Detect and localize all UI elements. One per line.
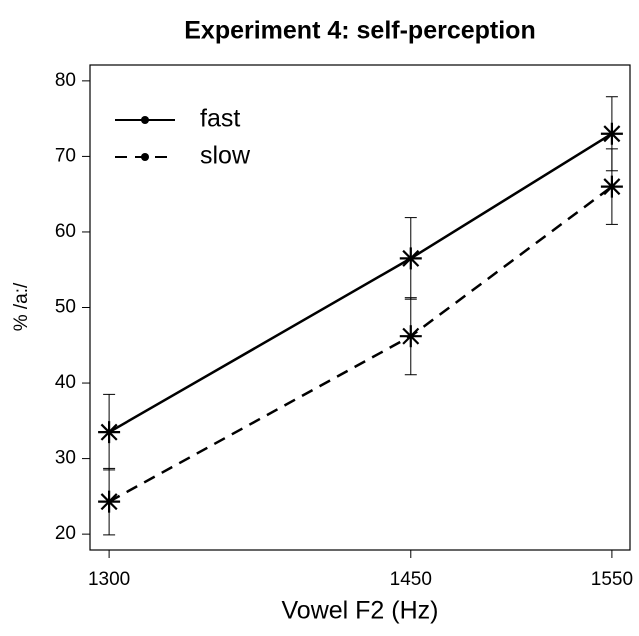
series-line [108,132,613,434]
series-line [108,185,613,503]
marker-stroke [603,125,621,143]
y-tick-label: 40 [55,372,76,393]
y-tick-label: 80 [55,70,76,91]
point-marker [600,122,623,145]
marker-stroke [100,423,118,441]
x-tick-label: 1300 [88,569,130,590]
plot-frame [89,64,631,551]
y-tick-label: 60 [55,221,76,242]
point-marker [98,421,121,444]
x-tick-label: 1550 [591,569,633,590]
marker-stroke [603,178,621,196]
y-tick-label: 30 [55,448,76,469]
legend-label: slow [200,142,251,170]
legend-dot [141,116,149,124]
y-tick-label: 20 [55,523,76,544]
chart-title: Experiment 4: self-perception [184,17,535,45]
marker-stroke [100,493,118,511]
marker-stroke [402,249,420,267]
marker-stroke [402,327,420,345]
point-marker [399,247,422,270]
y-tick-label: 70 [55,145,76,166]
point-marker [399,325,422,348]
point-marker [98,490,121,513]
x-axis-label: Vowel F2 (Hz) [282,597,439,625]
legend-dot [141,153,149,161]
point-marker [600,175,623,198]
y-tick-label: 50 [55,297,76,318]
legend-label: fast [200,105,240,133]
y-axis-label: % /a:/ [11,282,32,331]
x-tick-label: 1450 [390,569,432,590]
